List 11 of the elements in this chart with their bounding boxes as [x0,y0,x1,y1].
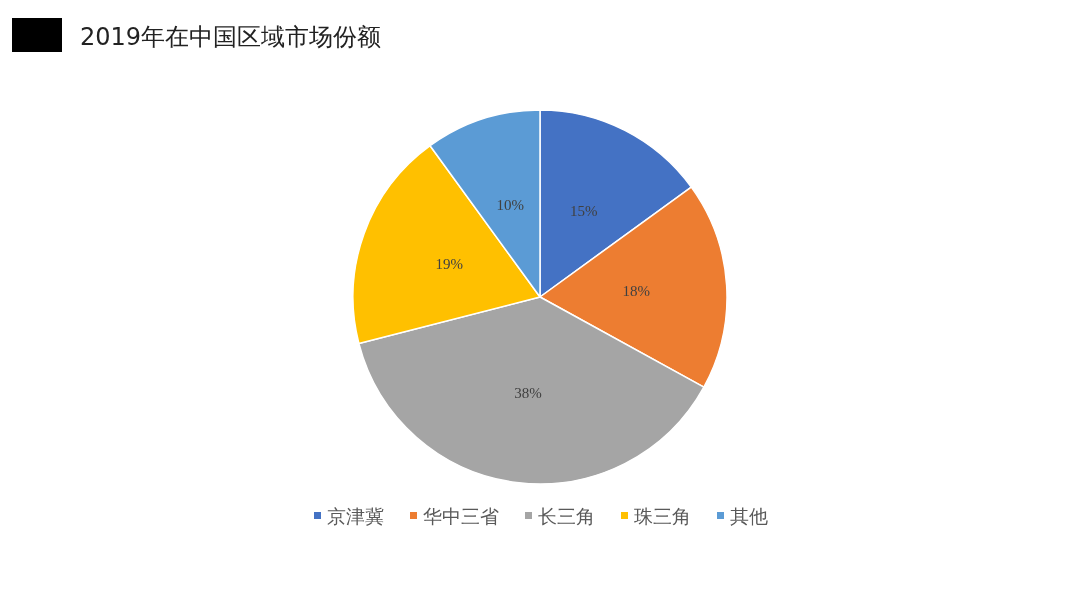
legend-label: 华中三省 [423,504,499,527]
data-label: 15% [570,203,598,220]
data-label: 18% [622,282,651,299]
chart-title: 2019年在中国区域市场份额 [80,23,382,51]
legend-label: 京津冀 [327,504,384,527]
data-label: 38% [514,384,542,401]
data-label: 10% [496,197,524,214]
legend-label: 珠三角 [634,504,691,527]
legend-label: 长三角 [538,504,595,527]
data-label: 19% [435,256,463,273]
legend-label: 其他 [730,504,768,527]
